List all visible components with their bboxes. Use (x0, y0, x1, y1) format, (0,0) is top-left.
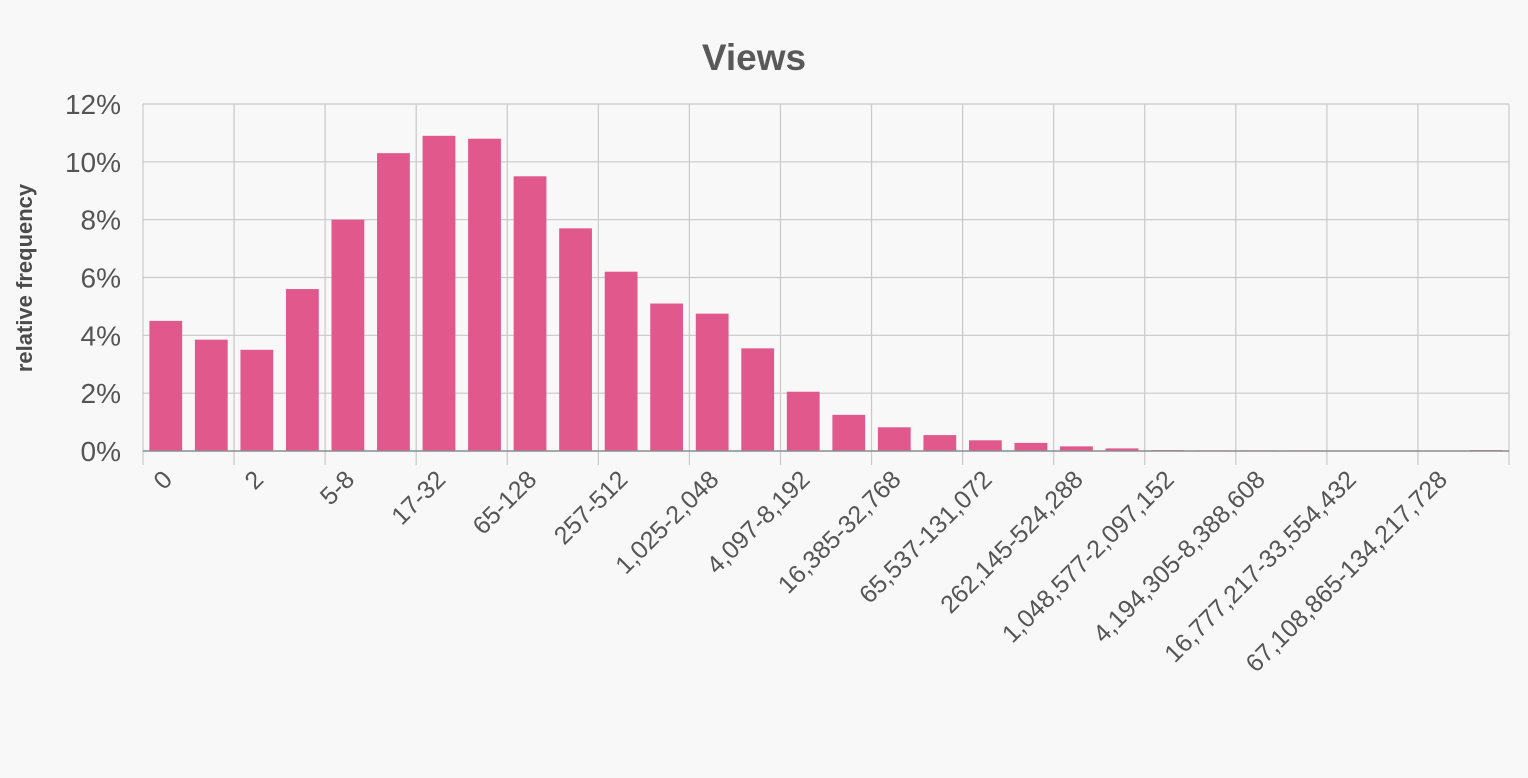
x-tick-label: 257-512 (549, 465, 634, 550)
y-tick-label: 10% (65, 147, 121, 178)
bar (786, 391, 820, 451)
y-tick-label: 6% (81, 263, 121, 294)
x-tick-label: 1,048,577-2,097,152 (997, 465, 1180, 648)
x-tick-label: 5-8 (315, 465, 360, 510)
x-tick-label: 4,194,305-8,388,608 (1088, 465, 1271, 648)
x-tick-label: 2 (239, 465, 269, 495)
bar (1105, 448, 1139, 451)
bar (377, 153, 410, 452)
bar (194, 339, 228, 451)
bar (604, 271, 638, 451)
y-axis-ticks: 0% 2% 4% 6% 8% 10% 12% (65, 89, 121, 467)
bar (741, 348, 775, 451)
bar (1014, 442, 1048, 451)
bar (149, 320, 183, 451)
y-tick-label: 8% (81, 205, 121, 236)
bar (331, 219, 365, 451)
bar (650, 303, 684, 451)
y-axis-label: relative frequency (12, 183, 37, 372)
grid-lines (142, 103, 1510, 465)
bar (832, 414, 866, 451)
x-tick-label: 65-128 (467, 465, 542, 540)
bar (285, 289, 319, 451)
bar (877, 427, 911, 451)
y-tick-label: 0% (81, 436, 121, 467)
x-tick-label: 0 (148, 465, 178, 495)
y-tick-label: 2% (81, 378, 121, 409)
x-axis-ticks: 0 2 5-8 17-32 65-128 257-5121,025-2,0484,097-… (148, 465, 1453, 677)
bar (968, 440, 1002, 451)
y-tick-label: 4% (81, 320, 121, 351)
bar (240, 349, 274, 451)
bar (1060, 446, 1093, 451)
bar (422, 135, 456, 451)
bar (468, 138, 501, 451)
bar (695, 313, 729, 451)
chart-title: Views (702, 37, 806, 78)
y-tick-label: 12% (65, 89, 121, 120)
bars (149, 135, 1503, 452)
x-tick-label: 17-32 (386, 465, 451, 530)
bar (513, 176, 547, 451)
bar (559, 228, 592, 451)
bar (923, 435, 957, 451)
